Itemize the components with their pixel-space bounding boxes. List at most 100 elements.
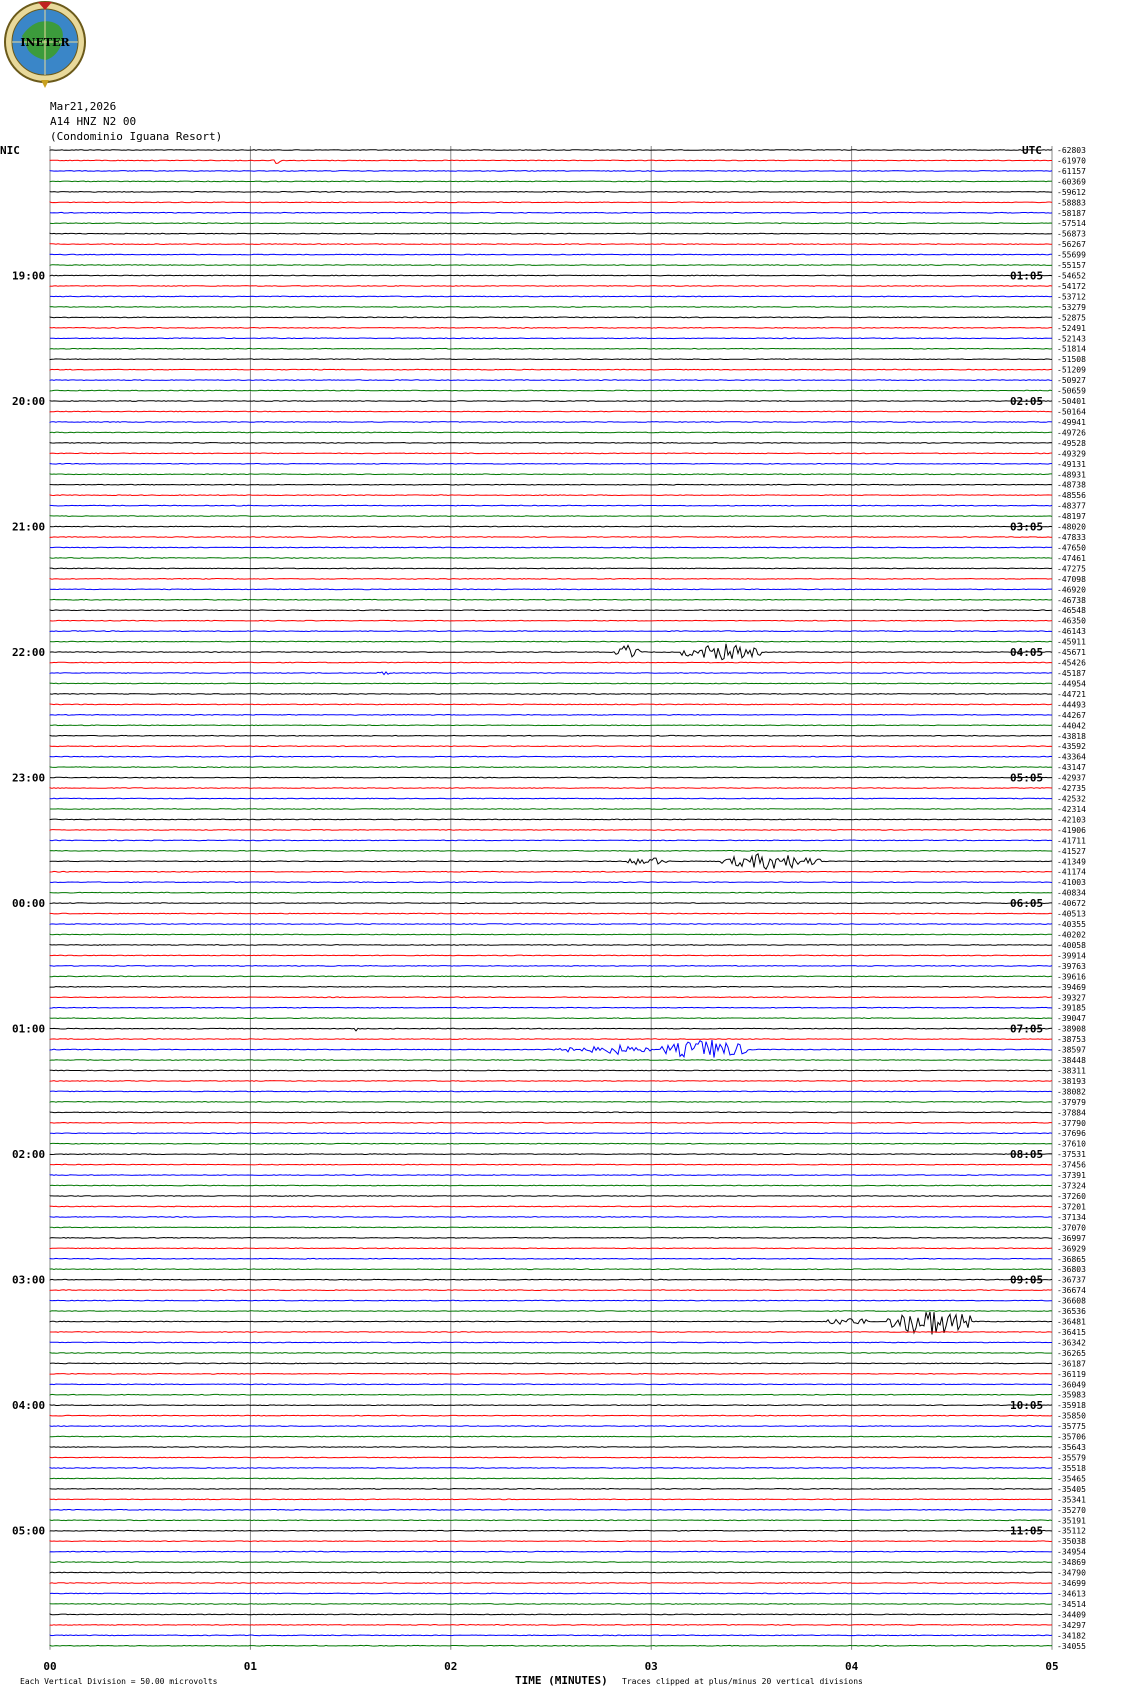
- seismic-trace: [49, 504, 1053, 507]
- trace-offset-label: -42532: [1057, 795, 1086, 804]
- trace-offset-label: -36997: [1057, 1234, 1086, 1243]
- left-hour-label: 21:00: [12, 521, 45, 534]
- seismic-trace: [49, 1039, 1052, 1058]
- right-hour-label: 10:05: [1010, 1399, 1043, 1412]
- trace-offset-label: -43592: [1057, 742, 1086, 751]
- trace-offset-label: -49941: [1057, 418, 1086, 427]
- seismic-trace: [49, 975, 1053, 978]
- seismic-trace: [49, 243, 1052, 246]
- trace-offset-label: -40202: [1057, 931, 1086, 940]
- seismic-trace: [49, 829, 1053, 831]
- trace-offset-label: -37531: [1057, 1150, 1086, 1159]
- trace-offset-label: -42937: [1057, 774, 1086, 783]
- seismic-trace: [49, 1289, 1053, 1292]
- seismic-trace: [49, 1121, 1053, 1124]
- trace-offset-label: -58883: [1057, 198, 1086, 207]
- seismic-trace: [49, 222, 1053, 225]
- seismic-trace: [49, 902, 1052, 905]
- trace-offset-label: -35983: [1057, 1391, 1086, 1400]
- trace-offset-label: -48931: [1057, 470, 1086, 479]
- trace-offset-label: -50659: [1057, 387, 1086, 396]
- seismic-trace: [49, 1038, 1052, 1040]
- label-group: -62803-61970 -61157-60369 -59612-58883 -581…: [0, 144, 1086, 1687]
- trace-offset-label: -52491: [1057, 324, 1086, 333]
- trace-offset-label: -34297: [1057, 1621, 1086, 1630]
- seismic-trace: [49, 713, 1052, 716]
- trace-offset-label: -35341: [1057, 1495, 1086, 1504]
- x-tick-label: 04: [845, 1660, 859, 1673]
- trace-offset-label: -35579: [1057, 1454, 1086, 1463]
- seismic-trace: [49, 1414, 1053, 1417]
- seismic-trace: [49, 1498, 1053, 1501]
- seismic-trace: [49, 818, 1053, 821]
- trace-offset-label: -43147: [1057, 763, 1086, 772]
- trace-offset-label: -37696: [1057, 1129, 1086, 1138]
- trace-offset-label: -48377: [1057, 502, 1086, 511]
- seismic-trace: [49, 1582, 1053, 1584]
- seismic-trace: [49, 985, 1052, 988]
- trace-offset-label: -34182: [1057, 1631, 1086, 1640]
- seismic-trace: [49, 776, 1052, 779]
- seismic-trace: [49, 609, 1053, 612]
- trace-offset-label: -41906: [1057, 826, 1086, 835]
- seismic-trace: [49, 1080, 1053, 1082]
- trace-offset-label: -36929: [1057, 1244, 1086, 1253]
- seismic-trace: [49, 149, 1053, 151]
- seismic-trace: [49, 1111, 1052, 1114]
- right-hour-label: 11:05: [1010, 1525, 1043, 1538]
- trace-offset-label: -56873: [1057, 230, 1086, 239]
- trace-offset-label: -49528: [1057, 439, 1086, 448]
- left-hour-label: 03:00: [12, 1274, 45, 1287]
- trace-offset-label: -40672: [1057, 899, 1086, 908]
- seismic-trace: [49, 306, 1053, 308]
- trace-offset-label: -55699: [1057, 251, 1086, 260]
- seismic-trace: [49, 1519, 1053, 1522]
- seismic-trace: [50, 1561, 1053, 1563]
- trace-offset-label: -36737: [1057, 1276, 1086, 1285]
- trace-offset-label: -39914: [1057, 951, 1086, 960]
- trace-offset-label: -34790: [1057, 1569, 1086, 1578]
- seismic-trace: [49, 588, 1052, 591]
- trace-offset-label: -35706: [1057, 1433, 1086, 1442]
- trace-offset-label: -47461: [1057, 554, 1086, 563]
- seismic-trace: [49, 1351, 1052, 1354]
- trace-offset-label: -40513: [1057, 910, 1086, 919]
- trace-offset-label: -47275: [1057, 564, 1086, 573]
- trace-offset-label: -51814: [1057, 345, 1086, 354]
- trace-offset-label: -44042: [1057, 721, 1086, 730]
- seismic-trace: [49, 400, 1053, 402]
- seismic-trace: [49, 316, 1053, 319]
- right-hour-label: 06:05: [1010, 897, 1043, 910]
- trace-offset-label: -36119: [1057, 1370, 1086, 1379]
- trace-offset-label: -44267: [1057, 711, 1086, 720]
- seismic-trace: [49, 1341, 1052, 1344]
- station-code: A14 HNZ N2 00: [50, 115, 137, 128]
- seismic-trace: [49, 1467, 1053, 1469]
- trace-offset-label: -37790: [1057, 1119, 1086, 1128]
- seismic-trace: [49, 933, 1053, 936]
- seismic-trace: [49, 1278, 1053, 1281]
- trace-offset-label: -37134: [1057, 1213, 1086, 1222]
- trace-offset-label: -38193: [1057, 1077, 1086, 1086]
- seismic-trace: [49, 671, 1053, 676]
- seismic-trace: [50, 1163, 1053, 1166]
- seismic-trace: [49, 1383, 1053, 1386]
- seismic-trace: [49, 853, 1053, 870]
- seismic-trace: [49, 1435, 1053, 1438]
- seismic-trace: [49, 643, 1053, 661]
- trace-offset-label: -56267: [1057, 240, 1086, 249]
- trace-offset-label: -47650: [1057, 543, 1086, 552]
- right-hour-label: 04:05: [1010, 646, 1043, 659]
- seismic-trace: [49, 1205, 1053, 1208]
- seismic-trace: [49, 1550, 1053, 1553]
- plot-date: Mar21,2026: [50, 100, 117, 113]
- left-hour-label: 22:00: [12, 646, 45, 659]
- trace-offset-label: -40058: [1057, 941, 1086, 950]
- left-hour-label: 23:00: [12, 772, 45, 785]
- trace-offset-label: -37070: [1057, 1223, 1086, 1232]
- trace-offset-label: -35518: [1057, 1464, 1086, 1473]
- seismic-trace: [49, 368, 1053, 371]
- trace-offset-label: -44954: [1057, 679, 1086, 688]
- seismic-trace: [49, 693, 1053, 695]
